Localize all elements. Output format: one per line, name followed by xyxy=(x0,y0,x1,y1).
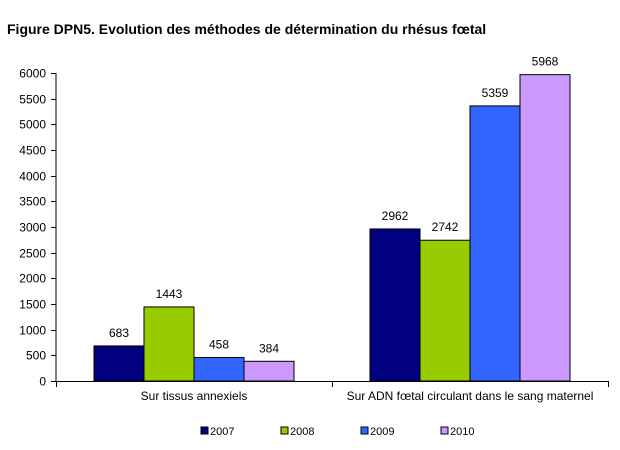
y-axis: 0 500 1000 1500 2000 2500 3000 3500 4000 4500 5000… xyxy=(19,67,57,389)
data-label: 5359 xyxy=(482,86,509,100)
x-axis: Sur tissus annexiels Sur ADN fœtal circul… xyxy=(56,381,609,403)
bar xyxy=(469,105,521,382)
data-label: 2962 xyxy=(382,209,409,223)
bar xyxy=(93,345,145,382)
bar xyxy=(193,356,245,382)
legend-label: 2007 xyxy=(210,426,234,438)
bar xyxy=(519,74,571,382)
legend-swatch xyxy=(360,426,369,435)
bar xyxy=(143,306,195,382)
legend-label: 2010 xyxy=(450,426,474,438)
bars xyxy=(93,74,571,382)
data-label: 683 xyxy=(109,326,129,340)
chart-title: Figure DPN5. Evolution des méthodes de d… xyxy=(7,21,487,37)
x-category-label: Sur tissus annexiels xyxy=(141,389,248,403)
y-tick-label: 4500 xyxy=(19,144,46,158)
y-tick-label: 2500 xyxy=(19,247,46,261)
bar xyxy=(369,228,421,382)
data-label: 5968 xyxy=(532,55,559,69)
y-tick-label: 6000 xyxy=(19,67,46,81)
y-tick-label: 3500 xyxy=(19,195,46,209)
x-category-label: Sur ADN fœtal circulant dans le sang mat… xyxy=(347,389,594,403)
legend-label: 2009 xyxy=(370,426,394,438)
y-tick-label: 0 xyxy=(39,375,46,389)
y-tick-label: 4000 xyxy=(19,170,46,184)
data-label: 458 xyxy=(209,337,229,351)
y-tick-label: 500 xyxy=(26,349,46,363)
y-tick-label: 5500 xyxy=(19,93,46,107)
bar xyxy=(243,360,295,382)
y-tick-label: 2000 xyxy=(19,272,46,286)
y-tick-label: 5000 xyxy=(19,118,46,132)
data-label: 2742 xyxy=(432,220,459,234)
legend: 2007 2008 2009 2010 xyxy=(200,426,474,438)
y-tick-label: 1500 xyxy=(19,298,46,312)
y-tick-label: 3000 xyxy=(19,221,46,235)
data-labels: 683 1443 458 384 2962 2742 5359 5968 xyxy=(109,55,559,356)
y-tick-label: 1000 xyxy=(19,324,46,338)
data-label: 384 xyxy=(259,341,279,355)
legend-swatch xyxy=(440,426,449,435)
data-label: 1443 xyxy=(156,287,183,301)
legend-swatch xyxy=(280,426,289,435)
legend-swatch xyxy=(200,426,209,435)
bar xyxy=(419,239,471,382)
legend-label: 2008 xyxy=(290,426,314,438)
